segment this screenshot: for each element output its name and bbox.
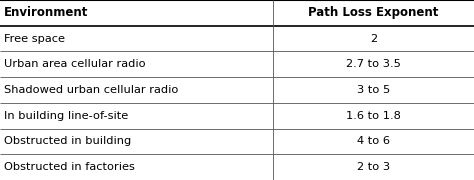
Text: 4 to 6: 4 to 6 (357, 136, 390, 146)
Bar (0, 103, 474, 129)
Bar (0, 26, 474, 51)
Bar (0, 0, 474, 26)
Text: 2 to 3: 2 to 3 (357, 162, 390, 172)
Text: In building line-of-site: In building line-of-site (4, 111, 128, 121)
Bar (0, 77, 474, 103)
Text: Obstructed in factories: Obstructed in factories (4, 162, 135, 172)
Text: Shadowed urban cellular radio: Shadowed urban cellular radio (4, 85, 178, 95)
Text: 2: 2 (370, 34, 377, 44)
Bar (0, 51, 474, 77)
Text: Urban area cellular radio: Urban area cellular radio (4, 59, 146, 69)
Text: 1.6 to 1.8: 1.6 to 1.8 (346, 111, 401, 121)
Text: Free space: Free space (4, 34, 65, 44)
Text: Path Loss Exponent: Path Loss Exponent (308, 6, 438, 19)
Text: 2.7 to 3.5: 2.7 to 3.5 (346, 59, 401, 69)
Text: Obstructed in building: Obstructed in building (4, 136, 131, 146)
Bar (0, 129, 474, 154)
Text: Environment: Environment (4, 6, 88, 19)
Bar (0, 154, 474, 180)
Text: 3 to 5: 3 to 5 (356, 85, 390, 95)
